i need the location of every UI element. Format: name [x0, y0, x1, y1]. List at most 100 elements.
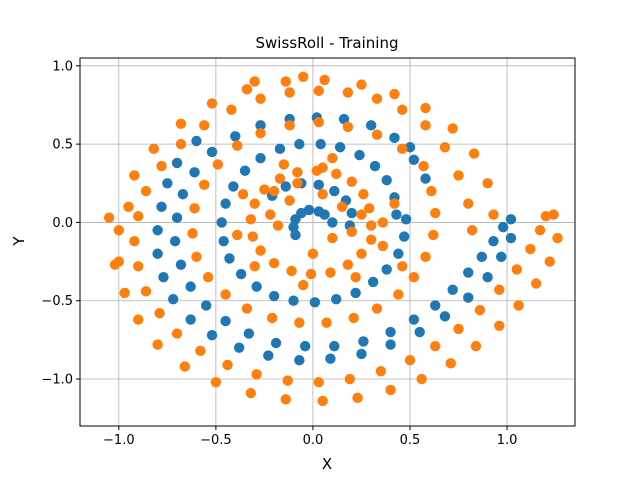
- scatter-point: [169, 236, 181, 247]
- scatter-point: [365, 220, 377, 231]
- scatter-point: [243, 328, 255, 339]
- scatter-point: [263, 350, 274, 361]
- scatter-point: [249, 261, 260, 272]
- scatter-point: [338, 113, 350, 125]
- scatter-point: [358, 189, 369, 200]
- scatter-point: [391, 209, 402, 220]
- scatter-point: [393, 289, 404, 300]
- scatter-point: [206, 146, 218, 158]
- scatter-point: [331, 168, 342, 180]
- scatter-point: [329, 185, 340, 197]
- scatter-point: [334, 142, 346, 153]
- scatter-point: [162, 178, 173, 189]
- scatter-point: [220, 315, 231, 327]
- scatter-point: [350, 287, 361, 299]
- scatter-point: [171, 328, 183, 339]
- scatter-point: [158, 272, 169, 283]
- y-tick-label: −0.5: [41, 294, 73, 309]
- scatter-point: [377, 240, 389, 252]
- scatter-point: [292, 167, 303, 178]
- scatter-point: [199, 120, 210, 131]
- scatter-point: [496, 251, 507, 263]
- scatter-point: [255, 153, 266, 164]
- scatter-point: [109, 259, 121, 270]
- scatter-point: [307, 248, 319, 259]
- scatter-point: [313, 85, 324, 97]
- scatter-point: [497, 221, 509, 233]
- scatter-point: [140, 185, 152, 197]
- scatter-point: [265, 209, 276, 220]
- y-tick-label: 0.5: [52, 138, 73, 153]
- scatter-point: [317, 395, 328, 407]
- scatter-point: [216, 217, 227, 228]
- scatter-point: [474, 304, 486, 316]
- scatter-point: [476, 251, 488, 263]
- scatter-point: [371, 129, 383, 140]
- scatter-point: [259, 184, 270, 195]
- y-tick-label: 0.0: [52, 216, 73, 231]
- scatter-point: [255, 120, 266, 131]
- scatter-point: [430, 207, 441, 219]
- scatter-point: [408, 154, 420, 165]
- y-tick-label: 1.0: [52, 59, 73, 74]
- scatter-point: [309, 297, 321, 308]
- scatter-point: [199, 179, 210, 191]
- scatter-point: [200, 300, 212, 311]
- scatter-point: [482, 272, 493, 283]
- scatter-point: [352, 392, 363, 404]
- scatter-point: [230, 131, 241, 142]
- scatter-point: [171, 212, 183, 223]
- scatter-point: [346, 207, 357, 219]
- scatter-point: [356, 79, 367, 90]
- scatter-point: [272, 220, 284, 231]
- scatter-point: [414, 326, 425, 338]
- scatter-point: [342, 121, 354, 133]
- series-blue: [152, 112, 517, 366]
- scatter-point: [470, 340, 482, 352]
- scatter-point: [237, 189, 249, 200]
- scatter-point: [290, 229, 301, 241]
- scatter-point: [133, 314, 144, 325]
- scatter-point: [226, 104, 237, 115]
- scatter-point: [133, 210, 144, 222]
- scatter-point: [282, 375, 293, 386]
- scatter-point: [397, 261, 408, 272]
- scatter-point: [175, 118, 187, 129]
- scatter-point: [249, 76, 260, 87]
- scatter-point: [408, 272, 420, 283]
- scatter-point: [389, 132, 400, 144]
- scatter-point: [381, 264, 392, 275]
- scatter-point: [494, 284, 505, 295]
- scatter-point: [385, 384, 396, 396]
- scatter-point: [175, 259, 187, 270]
- scatter-point: [513, 300, 524, 311]
- scatter-point: [232, 140, 243, 151]
- scatter-point: [530, 278, 542, 289]
- scatter-point: [463, 198, 474, 209]
- scatter-point: [365, 120, 377, 131]
- scatter-point: [298, 71, 309, 82]
- axis-ticks: −1.0 −0.5 0.0 0.5 1.0 −1.0 −0.5 0.0 0.5 1.0: [41, 59, 517, 448]
- scatter-point: [525, 243, 536, 255]
- scatter-point: [505, 214, 517, 225]
- scatter-point: [317, 162, 328, 173]
- scatter-point: [404, 355, 416, 366]
- scatter-point: [212, 159, 224, 170]
- scatter-point: [266, 312, 278, 324]
- scatter-point: [453, 323, 464, 335]
- scatter-point: [175, 138, 187, 150]
- scatter-point: [305, 268, 317, 280]
- scatter-point: [548, 209, 559, 220]
- scatter-point: [156, 160, 167, 172]
- scatter-point: [430, 340, 441, 352]
- scatter-point: [534, 225, 546, 236]
- scatter-point: [488, 236, 499, 247]
- scatter-point: [274, 173, 286, 184]
- scatter-point: [255, 127, 266, 139]
- scatter-point: [447, 284, 458, 295]
- scatter-point: [191, 135, 202, 147]
- scatter-point: [315, 138, 326, 150]
- scatter-point: [552, 232, 563, 244]
- scatter-point: [286, 265, 297, 277]
